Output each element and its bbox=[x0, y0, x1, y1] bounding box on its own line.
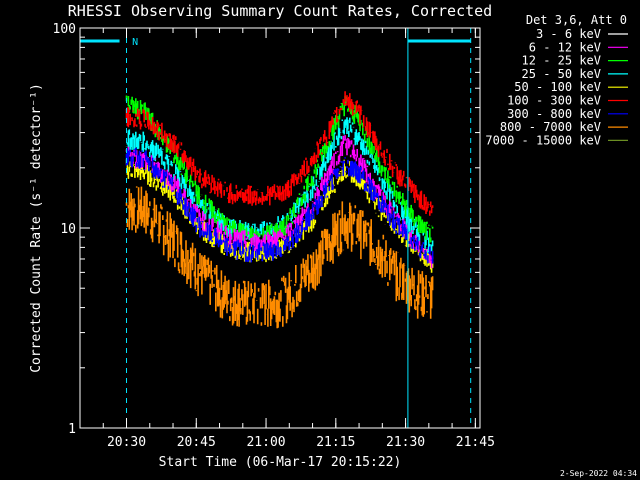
legend-header: Det 3,6, Att 0 bbox=[526, 13, 627, 27]
x-tick-label: 21:45 bbox=[456, 435, 495, 450]
legend-label-3-6: 3 - 6 keV bbox=[536, 27, 601, 41]
x-tick-label: 20:30 bbox=[107, 435, 146, 450]
series-line-100-300 bbox=[125, 91, 434, 216]
legend-label-6-12: 6 - 12 keV bbox=[529, 40, 601, 54]
legend-label-25-50: 25 - 50 keV bbox=[522, 67, 601, 81]
y-tick-label: 1 bbox=[68, 422, 76, 437]
legend-label-12-25: 12 - 25 keV bbox=[522, 54, 601, 68]
x-tick-label: 21:15 bbox=[316, 435, 355, 450]
x-tick-label: 20:45 bbox=[177, 435, 216, 450]
chart-title: RHESSI Observing Summary Count Rates, Co… bbox=[68, 2, 492, 20]
y-tick-label: 100 bbox=[53, 22, 76, 37]
legend-label-300-800: 300 - 800 keV bbox=[507, 107, 601, 121]
legend-label-100-300: 100 - 300 keV bbox=[507, 94, 601, 108]
y-tick-label: 10 bbox=[60, 222, 76, 237]
timestamp: 2-Sep-2022 04:34 bbox=[560, 469, 637, 478]
x-tick-label: 21:30 bbox=[386, 435, 425, 450]
axis-layer: 1 10 100 20:30 20:45 21:00 21:15 21:30 21:45 bbox=[53, 22, 495, 450]
legend-label-800-7000: 800 - 7000 keV bbox=[500, 120, 601, 134]
data-layer bbox=[125, 71, 434, 329]
series-line-800-7000 bbox=[125, 186, 434, 329]
legend-label-7000-15000: 7000 - 15000 keV bbox=[485, 133, 601, 147]
x-tick-label: 21:00 bbox=[246, 435, 285, 450]
y-axis-label: Corrected Count Rate (s⁻¹ detector⁻¹) bbox=[29, 83, 44, 373]
x-axis-label: Start Time (06-Mar-17 20:15:22) bbox=[159, 455, 402, 470]
marker-flag-label: N bbox=[132, 37, 138, 48]
legend-label-50-100: 50 - 100 keV bbox=[514, 80, 601, 94]
